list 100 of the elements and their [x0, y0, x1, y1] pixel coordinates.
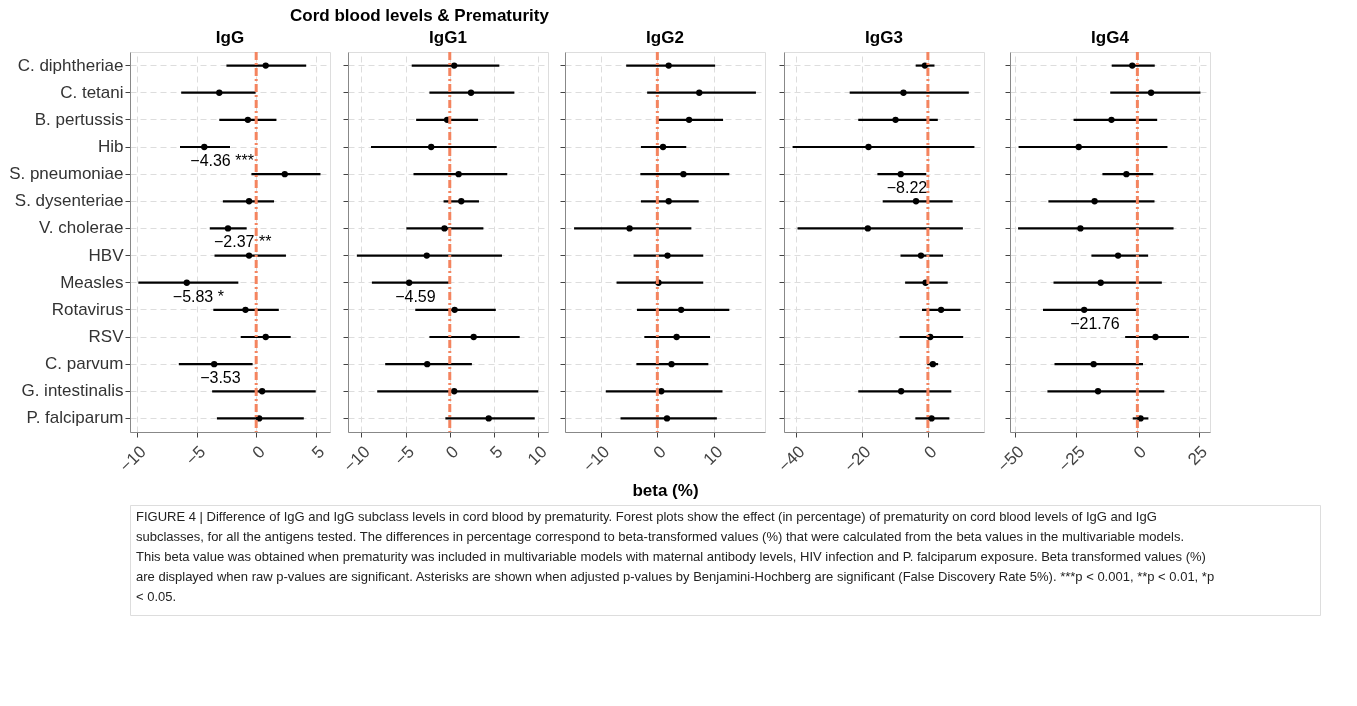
point	[1090, 360, 1097, 368]
point	[244, 116, 252, 124]
x-tick-label: −5	[390, 442, 419, 470]
x-tick-label: −10	[579, 442, 614, 476]
point	[673, 333, 680, 341]
point	[1108, 116, 1115, 124]
annotation: −4.59	[395, 287, 436, 305]
y-tick-label: C. diphtheriae	[17, 55, 124, 75]
point	[423, 252, 430, 259]
annotation: −21.76	[1070, 314, 1120, 332]
point	[668, 360, 675, 368]
point	[912, 198, 920, 205]
point	[1152, 333, 1159, 341]
annotation: −2.37 **	[213, 233, 272, 251]
annotation: −4.36 ***	[190, 152, 254, 169]
point	[1091, 198, 1098, 205]
y-tick-label: P. falciparum	[26, 408, 124, 428]
point	[898, 388, 905, 395]
chart-title: IgG4	[1091, 27, 1130, 47]
point	[685, 116, 693, 124]
x-tick-label: 0	[1129, 442, 1150, 463]
x-tick-label: −10	[339, 442, 374, 476]
x-tick-label: 0	[649, 442, 670, 463]
point	[211, 360, 218, 368]
point	[658, 388, 665, 395]
point	[865, 143, 872, 151]
point	[677, 306, 685, 314]
point	[1081, 306, 1088, 314]
y-tick-label: Measles	[60, 272, 124, 292]
chart-title: IgG	[215, 27, 245, 47]
point	[659, 143, 667, 151]
point	[428, 143, 435, 151]
x-tick-label: −20	[840, 442, 875, 476]
point	[1114, 252, 1122, 259]
point	[1077, 225, 1084, 232]
x-axis-title: beta (%)	[632, 481, 699, 501]
point	[201, 143, 208, 151]
x-tick-label: −5	[182, 442, 210, 470]
point	[921, 62, 929, 69]
y-tick-label: S. pneumoniae	[9, 164, 124, 184]
point	[183, 279, 190, 286]
point	[451, 306, 458, 314]
point	[917, 252, 925, 259]
x-tick-label: 0	[920, 442, 941, 463]
point	[1097, 279, 1104, 286]
point	[626, 225, 633, 232]
chart-title: IgG1	[429, 27, 467, 47]
point	[1137, 415, 1144, 422]
x-tick-label: −25	[1054, 442, 1089, 476]
point	[665, 198, 672, 205]
y-tick-label: HBV	[88, 245, 125, 265]
point	[458, 198, 465, 205]
point	[405, 279, 413, 286]
point	[256, 415, 263, 422]
point	[441, 225, 448, 232]
point	[485, 415, 492, 422]
y-tick-label: C. tetani	[60, 82, 124, 102]
point	[1129, 62, 1136, 69]
point	[663, 415, 671, 422]
point	[467, 89, 475, 96]
x-tick-label: −10	[115, 442, 150, 476]
text: Cord blood levels & Prematurity	[290, 6, 550, 25]
y-tick-label: Hib	[97, 137, 124, 156]
point	[665, 62, 672, 69]
point	[900, 89, 907, 96]
point	[892, 116, 899, 124]
y-tick-label: RSV	[88, 327, 125, 346]
annotation: −5.83 *	[172, 287, 224, 305]
x-tick-label: 0	[442, 442, 463, 463]
x-tick-label: 5	[486, 442, 507, 463]
point	[455, 170, 462, 178]
x-tick-label: −40	[774, 442, 809, 476]
y-tick-label: S. dysenteriae	[14, 191, 124, 211]
x-tick-label: 10	[523, 442, 551, 469]
point	[664, 252, 671, 259]
point	[216, 89, 223, 96]
x-tick-label: 10	[699, 442, 727, 469]
point	[451, 388, 458, 395]
point	[937, 306, 945, 314]
x-tick-label: 25	[1184, 442, 1212, 469]
point	[864, 225, 871, 232]
point	[424, 360, 431, 368]
point	[470, 333, 477, 341]
x-tick-label: −50	[993, 442, 1028, 476]
point	[245, 198, 253, 205]
point	[1147, 89, 1155, 96]
point	[1075, 143, 1082, 151]
point	[281, 170, 288, 178]
x-tick-label: 0	[248, 442, 269, 463]
point	[262, 333, 269, 341]
y-tick-label: B. pertussis	[34, 109, 124, 129]
point	[224, 225, 232, 232]
annotation: −3.53	[200, 369, 241, 387]
x-tick-label: 5	[308, 442, 329, 463]
caption: FIGURE 4 | Difference of IgG and IgG subclass levels in cord blood by prematurity. Forest plots show the effect (in percentage) of prematurity on cord blood levels of IgG and IgG subclasses, for all the antigens tested. The differences in percentage correspond to beta-transformed values (%) that were calculated from the beta values in the multivariable models. This beta value was obtained when prematurity was included in multivariable models with maternal antibody levels, HIV infection and P. falciparum exposure. Beta transformed values (%) are displayed when raw p-values are significant. Asterisks are shown when adjusted p-values by Benjamini-Hochberg are significant (False Discovery Rate 5%). ***p < 0.001, **p < 0.01, *p < 0.05.	[136, 509, 1215, 604]
y-tick-label: G. intestinalis	[21, 381, 124, 401]
chart-title: IgG2	[646, 27, 684, 47]
point	[1094, 388, 1102, 395]
point	[927, 333, 934, 341]
point	[242, 306, 249, 314]
